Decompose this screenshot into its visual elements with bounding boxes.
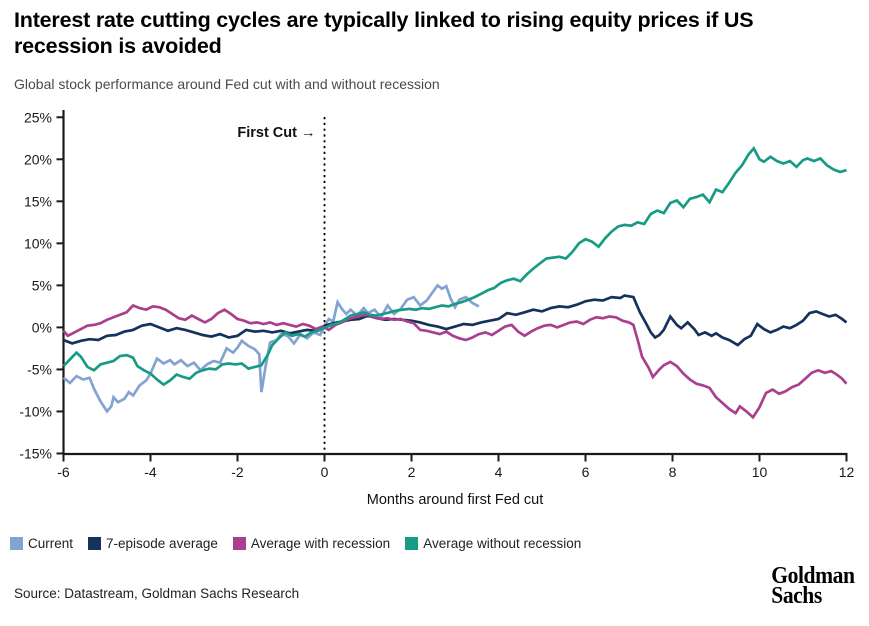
axis-lines: [62, 110, 848, 456]
legend-label: Current: [28, 536, 74, 551]
x-axis-label: Months around first Fed cut: [367, 492, 544, 508]
x-tick-label: -6: [57, 464, 70, 480]
x-tick-label: 10: [752, 464, 768, 480]
goldman-sachs-logo: Goldman Sachs: [771, 563, 856, 609]
legend: Current 7-episode average Average with rec…: [10, 536, 596, 551]
x-tick-label: 2: [408, 464, 416, 480]
legend-swatch: [10, 537, 23, 550]
x-tick-label: -2: [231, 464, 244, 480]
y-tick-label: -15%: [19, 445, 52, 461]
legend-label: Average without recession: [423, 536, 582, 551]
first-cut-label: First Cut →: [237, 125, 315, 141]
x-tick-label: 6: [582, 464, 590, 480]
series-line-average-with-recession: [62, 303, 848, 420]
x-tick-label: 12: [839, 464, 855, 480]
logo-line-1: Goldman: [771, 563, 856, 589]
y-tick-label: 5%: [32, 277, 52, 293]
legend-label: Average with recession: [250, 536, 391, 551]
legend-swatch: [405, 537, 419, 550]
y-tick-label: 15%: [24, 193, 52, 209]
page-title: Interest rate cutting cycles are typical…: [14, 8, 754, 58]
x-tick-label: -4: [144, 464, 157, 480]
y-tick-label: -5%: [27, 361, 52, 377]
legend-item-7-episode-average: 7-episode average: [88, 536, 218, 551]
series-line-current: [62, 283, 480, 414]
series-line-average-without-recession: [62, 146, 847, 387]
y-tick-label: -10%: [19, 403, 52, 419]
legend-item-current: Current: [10, 536, 73, 551]
legend-swatch: [88, 537, 102, 550]
x-tick-label: 8: [669, 464, 677, 480]
source-text: Source: Datastream, Goldman Sachs Resear…: [14, 586, 300, 601]
y-tick-label: 20%: [24, 151, 52, 167]
legend-label: 7-episode average: [106, 536, 218, 551]
y-tick-label: 0%: [32, 319, 52, 335]
logo-line-2: Sachs: [771, 583, 823, 609]
legend-item-average-without-recession: Average without recession: [405, 536, 581, 551]
y-tick-label: 25%: [24, 109, 52, 125]
x-tick-label: 0: [321, 464, 329, 480]
page-subtitle: Global stock performance around Fed cut …: [14, 76, 440, 92]
legend-swatch: [232, 537, 246, 550]
chart: First Cut → 25% 20% 15% 10% 5% 0% -5% -10% -15% -6…: [19, 109, 855, 508]
series-line-7-episode-average: [63, 294, 848, 347]
legend-item-average-with-recession: Average with recession: [232, 536, 391, 551]
x-tick-label: 4: [495, 464, 503, 480]
y-tick-label: 10%: [24, 235, 52, 251]
